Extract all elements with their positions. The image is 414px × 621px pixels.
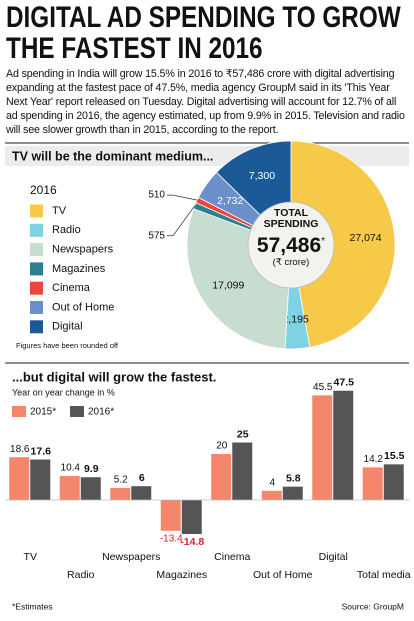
bar — [110, 488, 131, 500]
center-unit: (₹ crore) — [272, 257, 310, 268]
value-label: 10.4 — [61, 463, 81, 474]
footnote: *Estimates — [12, 601, 53, 611]
bar — [282, 486, 303, 500]
center-value-row: 57,486* — [246, 230, 336, 257]
slice-label: 7,300 — [249, 170, 275, 182]
slice-label: 17,099 — [212, 280, 244, 292]
value-label: 45.5 — [313, 382, 333, 393]
bar — [312, 395, 333, 500]
legend-label: Cinema — [52, 282, 91, 294]
legend-swatch — [12, 406, 26, 417]
bar — [9, 457, 30, 500]
note: Figures have been rounded off — [16, 341, 119, 350]
value-label: 15.5 — [384, 450, 405, 462]
legend-label: Digital — [52, 321, 83, 333]
value-label: 14.2 — [364, 454, 384, 465]
value-label: 17.6 — [31, 445, 52, 457]
value-label: 20 — [216, 441, 228, 452]
legend-label: Magazines — [52, 263, 106, 275]
center-value: 57,486 — [256, 234, 322, 257]
legend-swatch — [30, 243, 43, 257]
center-title: TOTAL SPENDING — [263, 207, 319, 230]
x-tick-label: Radio — [67, 569, 95, 581]
chart-title: ...but digital will grow the fastest. — [12, 369, 216, 384]
x-tick-label: TV — [24, 551, 37, 563]
legend-swatch — [70, 406, 84, 417]
pie-slice — [290, 140, 396, 348]
x-tick-label: Cinema — [214, 551, 250, 563]
x-tick-label: Total media — [357, 569, 411, 581]
value-label: 6 — [139, 472, 145, 484]
page-title: DIGITAL AD SPENDING TO GROW THE FASTEST … — [6, 1, 401, 65]
legend-label: 2015* — [30, 407, 56, 418]
pie-center: TOTAL SPENDING 57,486* (₹ crore) — [246, 208, 336, 269]
bar — [30, 459, 51, 500]
legend-swatch — [30, 223, 43, 237]
center-note: * — [321, 236, 326, 247]
bar — [333, 390, 354, 500]
chart-subtitle: Year on year change in % — [12, 387, 115, 397]
value-label: 5.8 — [286, 472, 301, 484]
description: Ad spending in India will grow 15.5% in … — [6, 68, 405, 136]
slice-label: 2,732 — [217, 195, 243, 207]
bar — [232, 442, 253, 500]
bar — [59, 476, 80, 500]
value-label: 25 — [237, 428, 249, 440]
bar — [211, 454, 232, 500]
legend-title: 2016 — [30, 183, 57, 197]
value-label: 18.6 — [10, 444, 30, 455]
x-tick-label: Newspapers — [102, 551, 160, 563]
bar — [362, 467, 383, 500]
value-label: 4 — [269, 477, 275, 488]
bar — [131, 486, 152, 500]
value-label: -14.8 — [180, 536, 204, 548]
leader-line — [167, 194, 198, 201]
source: Source: GroupM — [342, 601, 404, 611]
bar — [261, 490, 282, 500]
x-tick-label: Digital — [319, 551, 348, 563]
slice-label: 510 — [148, 190, 165, 201]
legend-label: Newspapers — [52, 244, 114, 256]
leader-line — [167, 205, 195, 237]
legend-label: Radio — [52, 224, 81, 236]
legend-label: TV — [52, 205, 67, 217]
bar — [383, 464, 404, 500]
value-label: 5.2 — [114, 475, 128, 486]
pie-center-disc — [247, 201, 335, 289]
x-tick-label: Magazines — [156, 569, 207, 581]
value-label: 47.5 — [334, 377, 355, 389]
value-label: 9.9 — [84, 463, 99, 475]
legend-swatch — [30, 281, 43, 295]
legend-swatch — [30, 301, 43, 314]
legend-swatch — [30, 262, 43, 276]
bar — [80, 477, 101, 500]
bar — [160, 500, 181, 531]
legend-label: Out of Home — [52, 301, 114, 313]
x-tick-label: Out of Home — [253, 569, 313, 581]
value-label: -13.4 — [160, 533, 183, 544]
slice-label: 575 — [148, 230, 165, 241]
bar — [181, 500, 202, 535]
slice-label: 2,195 — [283, 314, 309, 326]
chart-title: TV will be the dominant medium... — [12, 149, 213, 163]
legend-swatch — [30, 320, 43, 334]
legend-label: 2016* — [88, 407, 114, 418]
legend-swatch — [30, 204, 43, 218]
slice-label: 27,074 — [350, 232, 382, 244]
